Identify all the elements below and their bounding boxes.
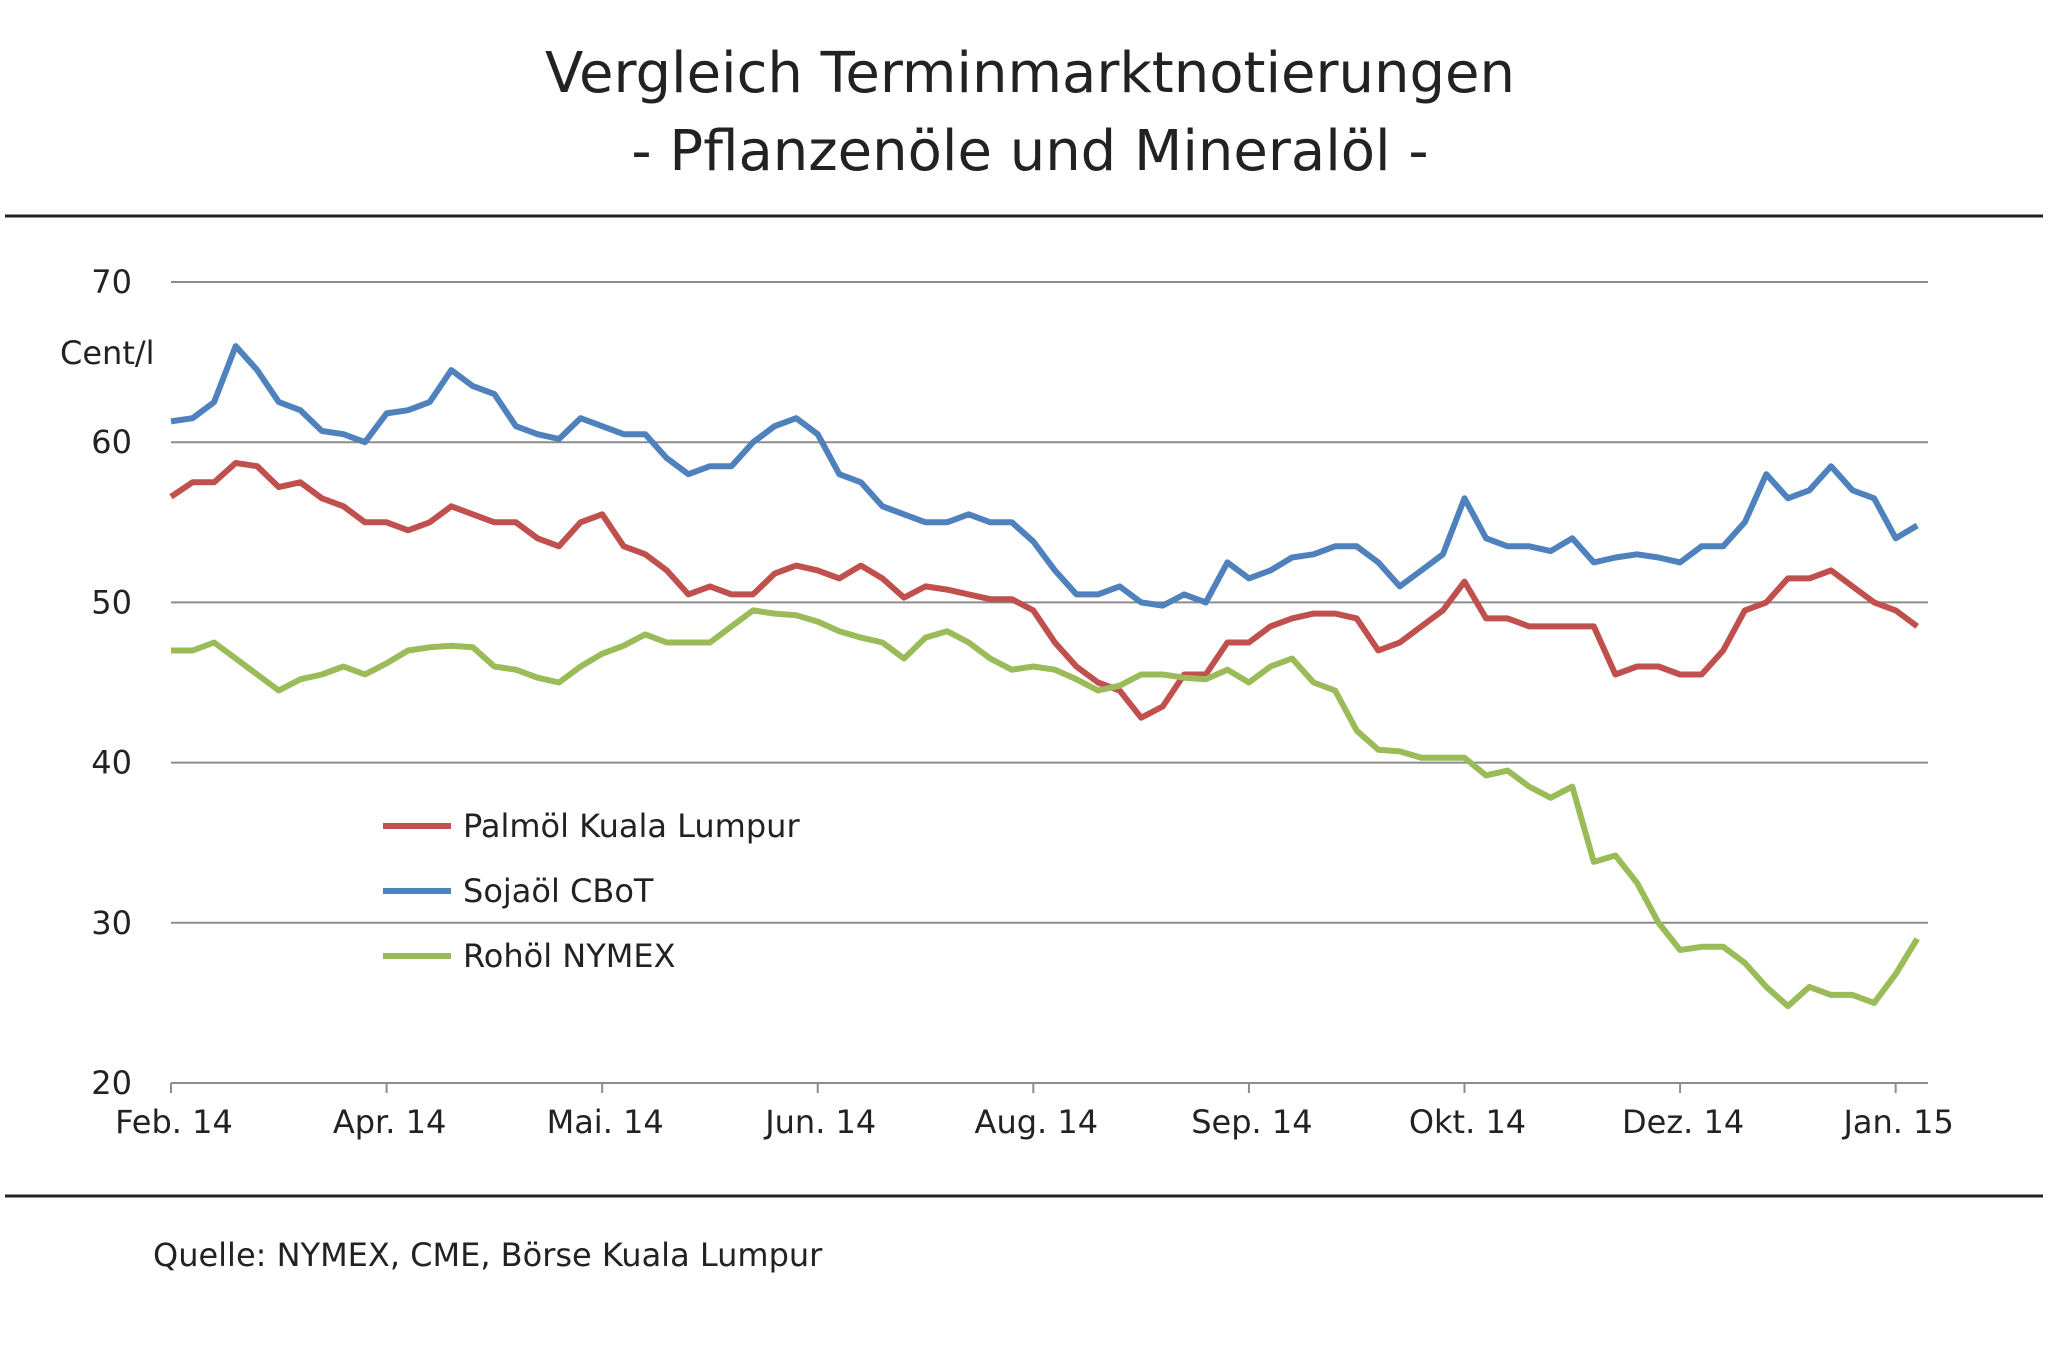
x-tick-label: Mai. 14 (547, 1103, 664, 1141)
x-tick-label: Jan. 15 (1841, 1103, 1953, 1141)
source-note: Quelle: NYMEX, CME, Börse Kuala Lumpur (153, 1236, 823, 1274)
x-tick-label: Dez. 14 (1622, 1103, 1744, 1141)
chart-subtitle: - Pflanzenöle und Mineralöl - (631, 119, 1428, 184)
x-tick-label: Jun. 14 (763, 1103, 876, 1141)
x-tick-label: Aug. 14 (975, 1103, 1099, 1141)
legend-label: Rohöl NYMEX (463, 937, 676, 975)
x-tick-label: Sep. 14 (1191, 1103, 1312, 1141)
y-tick-label: 30 (91, 904, 132, 942)
y-tick-label: 40 (91, 744, 132, 782)
line-series (169, 460, 1919, 721)
y-tick-label: 50 (91, 583, 132, 621)
chart-title: Vergleich Terminmarktnotierungen (545, 41, 1515, 106)
line-series (171, 607, 1920, 1010)
y-tick-label: 20 (91, 1064, 132, 1102)
y-tick-label: 70 (91, 263, 132, 301)
y-tick-label: 60 (91, 423, 132, 461)
x-tick-label: Feb. 14 (115, 1103, 233, 1141)
x-tick-label: Apr. 14 (333, 1103, 446, 1141)
x-tick-label: Okt. 14 (1409, 1103, 1526, 1141)
line-series (170, 343, 1919, 609)
legend-label: Palmöl Kuala Lumpur (463, 807, 800, 845)
legend-label: Sojaöl CBoT (463, 872, 654, 910)
y-axis-label: Cent/l (60, 334, 155, 372)
